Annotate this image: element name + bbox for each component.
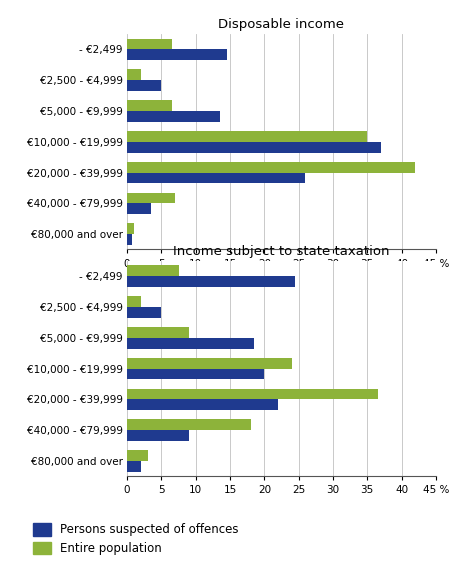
Bar xyxy=(127,69,141,80)
Bar xyxy=(127,450,148,461)
Bar xyxy=(127,430,189,441)
Bar xyxy=(127,296,141,307)
Bar xyxy=(127,193,175,204)
Bar xyxy=(127,399,278,410)
Bar xyxy=(127,111,220,122)
Bar xyxy=(127,307,162,318)
Bar xyxy=(127,234,132,245)
Bar xyxy=(127,276,295,287)
Title: Income subject to state taxation: Income subject to state taxation xyxy=(173,246,390,258)
Bar xyxy=(127,338,254,349)
Bar xyxy=(127,100,172,111)
Bar xyxy=(127,388,378,399)
Bar xyxy=(127,142,381,153)
Bar xyxy=(127,461,141,472)
Bar xyxy=(127,131,367,142)
Bar xyxy=(127,49,227,60)
Bar xyxy=(127,204,151,214)
Bar xyxy=(127,358,292,369)
Bar xyxy=(127,80,162,91)
Bar xyxy=(127,223,134,234)
Bar xyxy=(127,327,189,338)
Bar xyxy=(127,420,251,430)
Bar xyxy=(127,172,306,183)
Bar xyxy=(127,265,178,276)
Legend: Persons suspected of offences, Entire population: Persons suspected of offences, Entire po… xyxy=(33,523,239,556)
Bar xyxy=(127,162,415,172)
Bar xyxy=(127,39,172,49)
Bar xyxy=(127,369,264,379)
Title: Disposable income: Disposable income xyxy=(218,19,345,31)
